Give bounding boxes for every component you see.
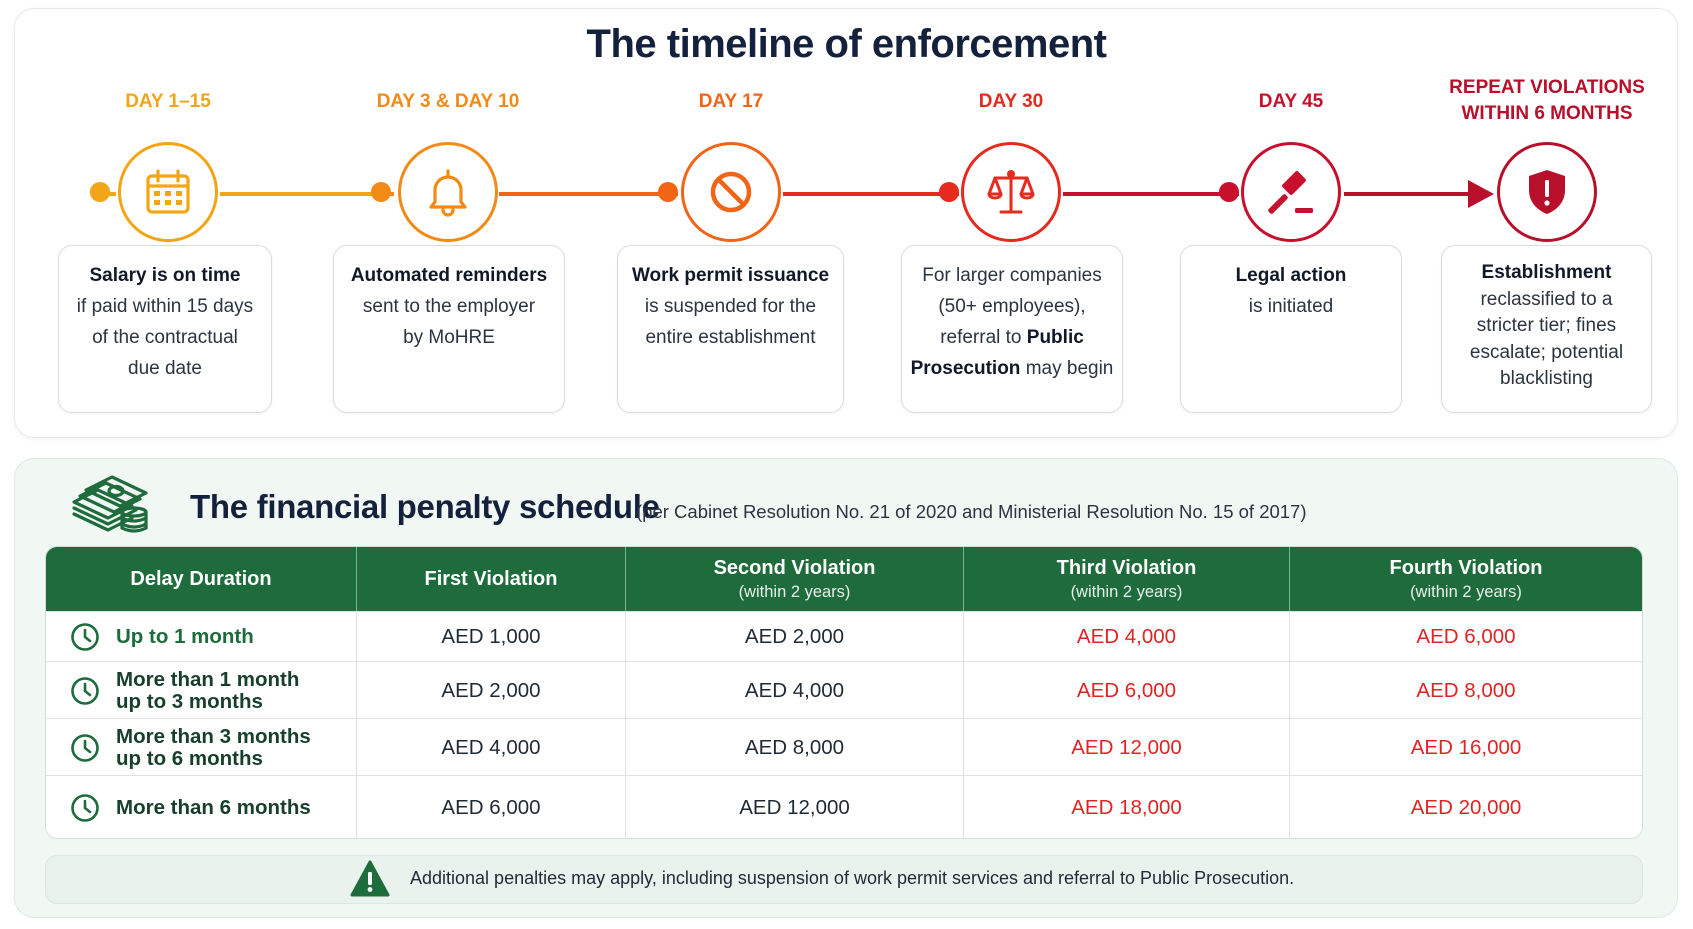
timeline-dot [1219,182,1239,202]
penalty-amount-cell: AED 4,000 [964,612,1290,662]
penalty-amount-cell: AED 16,000 [1410,735,1522,759]
column-header-label: Third Violation [1056,556,1197,579]
delay-duration-label: More than 6 months [116,795,311,819]
gavel-icon [1268,171,1313,214]
table-row: More than 1 month up to 3 months AED 2,000… [46,661,1642,719]
clock-icon [71,623,99,651]
timeline-step-ring [961,142,1061,242]
timeline-step-ring [1497,142,1597,242]
timeline-step-ring [118,142,218,242]
timeline-step-card: Establishment reclassified to a stricter t… [1441,245,1652,413]
timeline-dot [939,182,959,202]
column-header-label: Fourth Violation [1389,556,1543,579]
column-header: Fourth Violation (within 2 years) [1290,547,1642,611]
penalty-amount-cell: AED 6,000 [357,776,626,838]
penalty-amount-cell: AED 2,000 [626,612,964,662]
timeline-connector [783,192,949,196]
timeline-step-card: Salary is on time if paid within 15 days o… [58,245,272,413]
timeline-step-text: Automated reminders sent to the employer b… [350,265,548,348]
delay-duration-label: Up to 1 month [116,625,254,648]
timeline-dot [371,182,391,202]
penalty-subtitle: (per Cabinet Resolution No. 21 of 2020 a… [636,501,1307,522]
scales-icon [987,170,1035,214]
penalty-amount-cell: AED 12,000 [964,719,1290,776]
table-header: Delay Duration First Violation Second Viol… [46,547,1642,611]
calendar-icon [146,169,190,214]
penalty-amount-cell: AED 18,000 [964,776,1290,838]
delay-duration-cell: More than 6 months [46,776,357,838]
column-header-label: Delay Duration [130,567,272,590]
penalty-amount-cell: AED 2,000 [357,662,626,719]
column-header-sub: (within 2 years) [1410,582,1522,601]
timeline-step-text: For larger companies (50+ employees), refe… [910,265,1114,379]
penalty-amount-cell: AED 8,000 [626,719,964,776]
timeline-step-ring [1241,142,1341,242]
penalty-amount-cell: AED 4,000 [626,662,964,719]
column-header: Third Violation (within 2 years) [964,547,1290,611]
column-header: First Violation [357,547,626,611]
column-header-sub: (within 2 years) [1070,582,1183,601]
timeline-day-label: REPEAT VIOLATIONS WITHIN 6 MONTHS [1449,77,1645,124]
note-text: Additional penalties may apply, includin… [410,868,1295,888]
penalty-title: The financial penalty schedule [190,488,660,525]
timeline-dot [90,182,110,202]
warning-icon [350,860,390,897]
timeline-day-label: DAY 3 & DAY 10 [376,91,520,112]
clock-icon [71,793,99,822]
table-row: More than 6 months AED 6,000 AED 12,000 AED… [46,775,1642,838]
timeline-step-text: Salary is on time if paid within 15 days o… [76,265,254,379]
timeline-connector [220,192,381,196]
additional-penalties-note: Additional penalties may apply, includin… [45,855,1643,904]
penalty-amount-cell: AED 12,000 [626,776,964,838]
timeline-day-label: DAY 45 [1258,91,1324,112]
delay-duration-cell: Up to 1 month [46,612,357,662]
timeline-connector [499,192,668,196]
timeline-step-card: For larger companies (50+ employees), refe… [901,245,1123,413]
timeline-day-label: DAY 17 [698,91,764,112]
timeline-step-ring [681,142,781,242]
timeline-step-ring [398,142,498,242]
penalty-amount-cell: AED 8,000 [1416,678,1516,702]
penalty-amount-cell: AED 4,000 [357,719,626,776]
timeline-arrowhead [1468,180,1494,208]
timeline-step-text: Work permit issuance is suspended for the… [631,265,830,348]
penalty-amount-cell: AED 20,000 [1410,795,1522,819]
column-header-label: Second Violation [713,556,876,579]
column-header: Second Violation (within 2 years) [626,547,964,611]
timeline-step-card: Work permit issuance is suspended for the… [617,245,844,413]
table-row: Up to 1 month AED 1,000 AED 2,000 AED 4,000… [46,611,1642,662]
prohibited-icon [710,171,752,213]
timeline-title: The timeline of enforcement [586,22,1107,66]
column-header: Delay Duration [46,547,357,611]
timeline-step-text: Establishment reclassified to a stricter t… [1469,262,1624,389]
penalty-amount-cell: AED 6,000 [964,662,1290,719]
timeline-connector [1344,192,1468,196]
bell-icon [429,169,467,217]
timeline-connector [1063,192,1229,196]
timeline-dot [658,182,678,202]
delay-duration-label: More than 3 months up to 6 months [116,724,311,770]
penalty-amount-cell: AED 1,000 [357,612,626,662]
delay-duration-cell: More than 1 month up to 3 months [46,662,357,719]
money-stack-icon [72,475,148,533]
timeline-day-label: DAY 30 [978,91,1044,112]
timeline-step-card: Legal action is initiated [1180,245,1402,413]
delay-duration-cell: More than 3 months up to 6 months [46,719,357,776]
table-row: More than 3 months up to 6 months AED 4,00… [46,718,1642,776]
penalty-table: Delay Duration First Violation Second Viol… [45,546,1643,839]
column-header-sub: (within 2 years) [738,582,851,601]
clock-icon [71,676,99,705]
column-header-label: First Violation [424,567,558,590]
delay-duration-label: More than 1 month up to 3 months [116,667,300,713]
timeline-step-text: Legal action is initiated [1235,265,1347,317]
timeline-day-label: DAY 1–15 [125,91,211,112]
shield-alert-icon [1529,170,1565,214]
penalty-amount-cell: AED 6,000 [1416,625,1516,648]
clock-icon [71,733,99,762]
timeline-step-card: Automated reminders sent to the employer b… [333,245,565,413]
